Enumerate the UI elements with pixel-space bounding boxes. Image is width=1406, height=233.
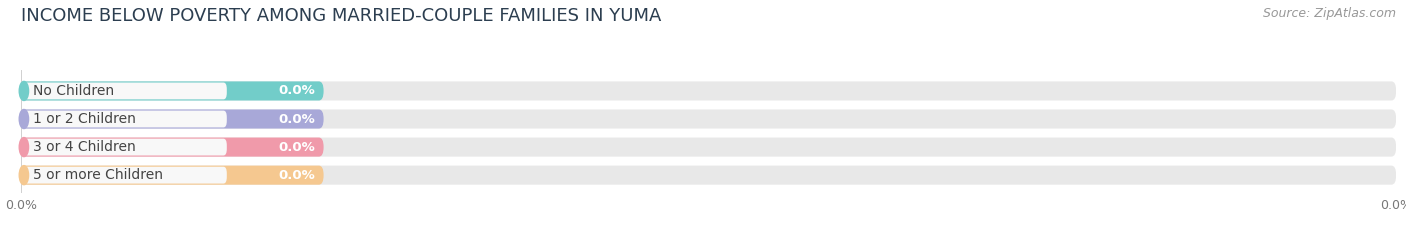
- Text: 0.0%: 0.0%: [278, 84, 315, 97]
- Text: INCOME BELOW POVERTY AMONG MARRIED-COUPLE FAMILIES IN YUMA: INCOME BELOW POVERTY AMONG MARRIED-COUPL…: [21, 7, 661, 25]
- Text: 0.0%: 0.0%: [278, 113, 315, 126]
- Circle shape: [20, 110, 28, 129]
- Text: Source: ZipAtlas.com: Source: ZipAtlas.com: [1263, 7, 1396, 20]
- Circle shape: [20, 166, 28, 185]
- Text: 1 or 2 Children: 1 or 2 Children: [32, 112, 135, 126]
- FancyBboxPatch shape: [21, 167, 226, 184]
- Text: 5 or more Children: 5 or more Children: [32, 168, 163, 182]
- Text: 0.0%: 0.0%: [278, 140, 315, 154]
- FancyBboxPatch shape: [21, 111, 226, 127]
- Text: 3 or 4 Children: 3 or 4 Children: [32, 140, 135, 154]
- FancyBboxPatch shape: [21, 139, 226, 155]
- FancyBboxPatch shape: [21, 110, 1396, 129]
- FancyBboxPatch shape: [21, 166, 1396, 185]
- FancyBboxPatch shape: [21, 137, 323, 157]
- FancyBboxPatch shape: [21, 110, 323, 129]
- Text: 0.0%: 0.0%: [278, 169, 315, 182]
- FancyBboxPatch shape: [21, 82, 226, 99]
- FancyBboxPatch shape: [21, 81, 1396, 100]
- Text: No Children: No Children: [32, 84, 114, 98]
- FancyBboxPatch shape: [21, 81, 323, 100]
- FancyBboxPatch shape: [21, 166, 323, 185]
- Circle shape: [20, 81, 28, 100]
- Circle shape: [20, 137, 28, 157]
- FancyBboxPatch shape: [21, 137, 1396, 157]
